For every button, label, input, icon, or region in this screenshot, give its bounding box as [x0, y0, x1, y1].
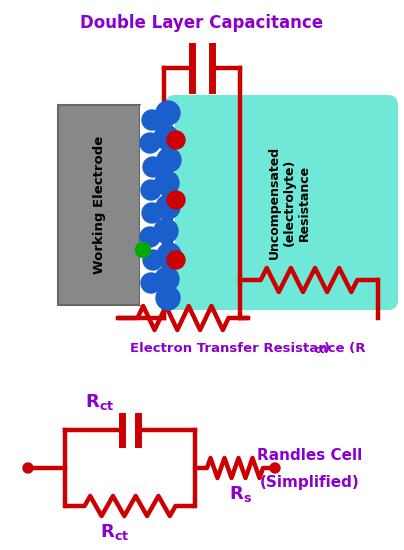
Text: $\mathbf{R_{ct}}$: $\mathbf{R_{ct}}$	[100, 522, 130, 542]
Circle shape	[156, 101, 180, 125]
Circle shape	[154, 125, 178, 149]
Circle shape	[140, 133, 160, 153]
Circle shape	[157, 243, 181, 267]
Text: Randles Cell: Randles Cell	[257, 448, 363, 464]
Circle shape	[156, 195, 180, 219]
Circle shape	[142, 203, 162, 223]
Circle shape	[135, 243, 151, 257]
Circle shape	[270, 463, 280, 473]
Circle shape	[143, 250, 163, 270]
Circle shape	[141, 180, 161, 200]
Circle shape	[142, 110, 162, 130]
Text: ct: ct	[315, 345, 325, 355]
Bar	[58, 105, 140, 305]
Circle shape	[155, 171, 179, 195]
Text: (Simplified): (Simplified)	[260, 475, 360, 490]
Text: Double Layer Capacitance: Double Layer Capacitance	[80, 14, 324, 32]
Text: Electron Transfer Resistance (R: Electron Transfer Resistance (R	[130, 342, 366, 355]
Circle shape	[154, 219, 178, 243]
FancyBboxPatch shape	[165, 95, 398, 310]
Circle shape	[140, 227, 160, 247]
Circle shape	[167, 251, 185, 269]
Circle shape	[156, 286, 180, 310]
Text: $\mathbf{R_{ct}}$: $\mathbf{R_{ct}}$	[85, 392, 115, 412]
Text: Uncompensated
(electrolyte)
Resistance: Uncompensated (electrolyte) Resistance	[268, 146, 311, 259]
Circle shape	[167, 131, 185, 149]
Circle shape	[23, 463, 33, 473]
Circle shape	[155, 267, 179, 291]
Circle shape	[167, 191, 185, 209]
Circle shape	[141, 273, 161, 293]
Bar	[140, 105, 175, 305]
Circle shape	[143, 157, 163, 177]
Text: $\mathbf{R_s}$: $\mathbf{R_s}$	[229, 484, 251, 504]
Circle shape	[157, 148, 181, 172]
Text: ): )	[324, 342, 330, 355]
Text: Working Electrode: Working Electrode	[93, 136, 105, 274]
